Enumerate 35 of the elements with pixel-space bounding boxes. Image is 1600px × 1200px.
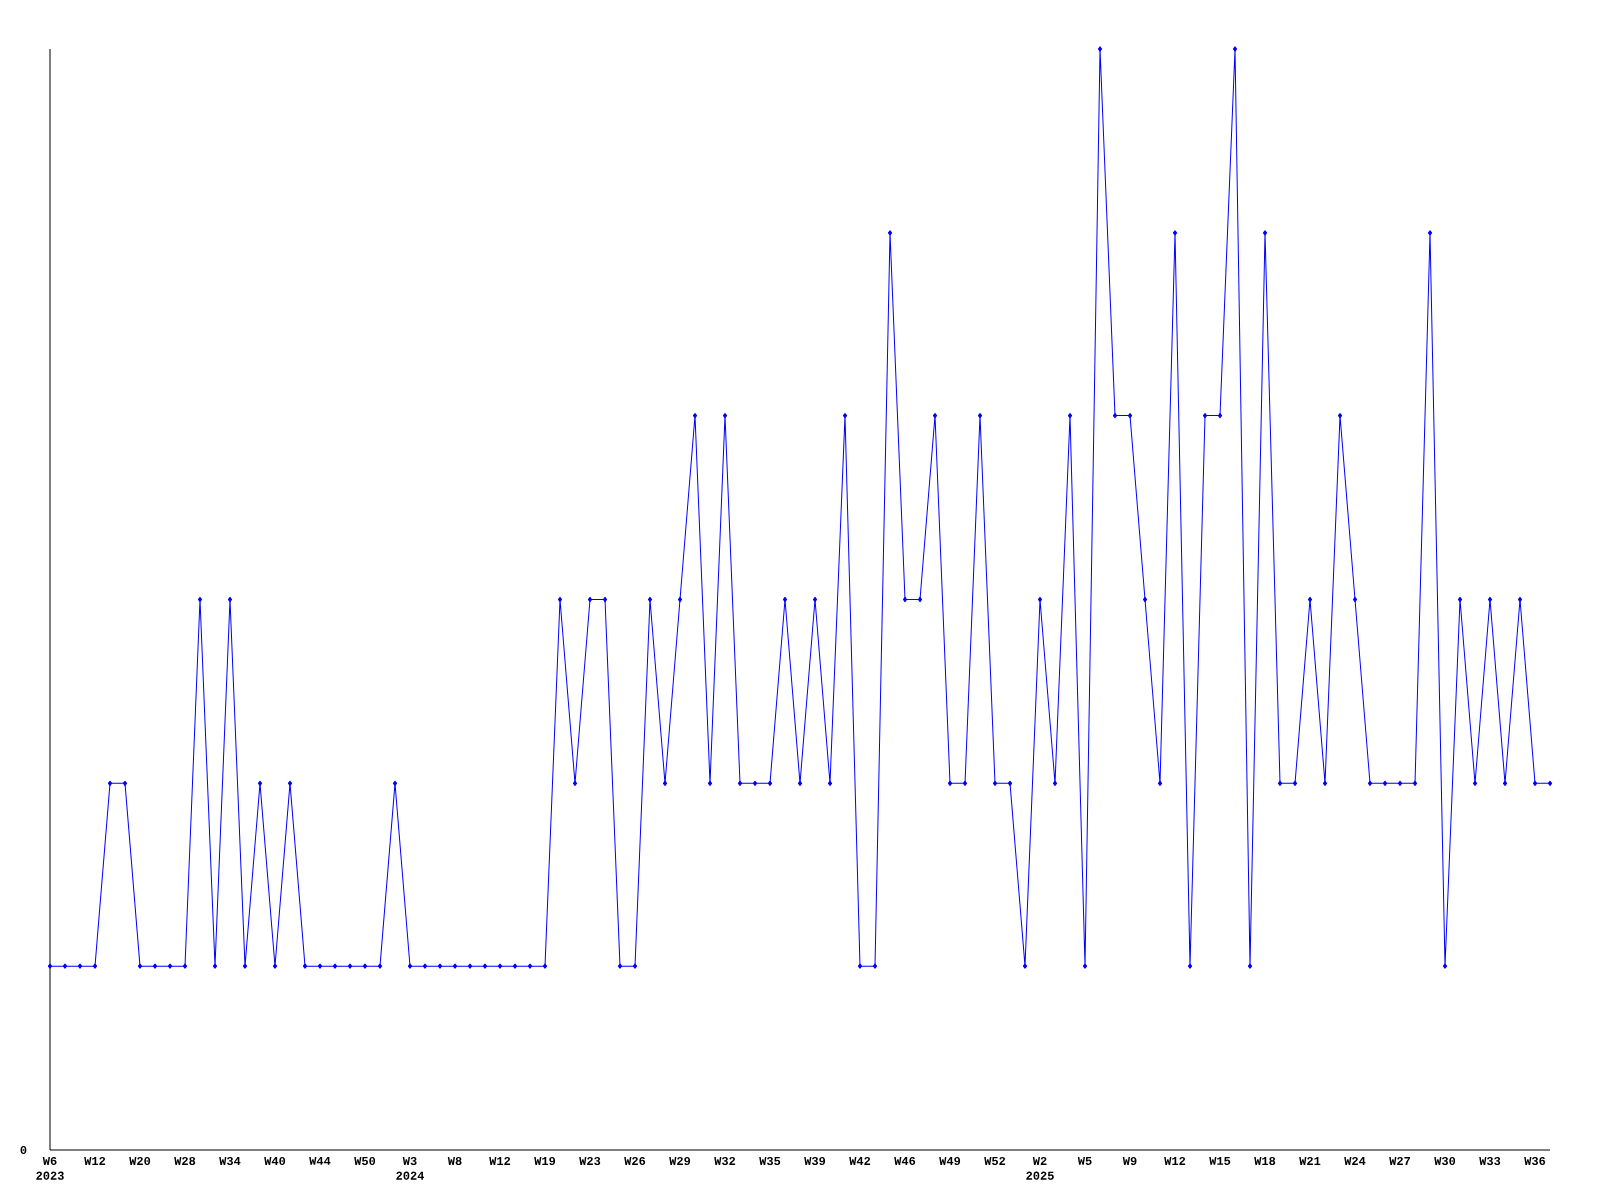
x-tick-label: W15 (1209, 1156, 1231, 1165)
x-tick-label: W12 (1164, 1156, 1186, 1165)
x-tick-label: W34 (219, 1156, 241, 1166)
text: 0 (20, 1145, 27, 1155)
x-tick-label: W21 (1299, 1156, 1321, 1165)
x-tick-label: W9 (1122, 1156, 1137, 1166)
x-tick-label: W50 (354, 1156, 376, 1166)
x-tick-label: W3 2024 (396, 1156, 425, 1180)
x-tick-label: W49 (939, 1156, 961, 1166)
x-tick-label: W6 2023 (36, 1156, 64, 1180)
x-tick-label: W40 (264, 1156, 286, 1166)
x-tick-label: W39 (804, 1156, 826, 1166)
x-tick-label: W46 (894, 1156, 916, 1166)
x-tick-label: W44 (309, 1156, 331, 1165)
x-tick-label: W23 (579, 1156, 601, 1166)
x-tick-label: W24 (1344, 1156, 1366, 1165)
x-tick-label: W33 (1479, 1156, 1501, 1166)
x-tick-label: W52 (984, 1156, 1006, 1166)
x-tick-label: W8 (447, 1156, 462, 1166)
x-tick-label: W19 (534, 1156, 556, 1166)
x-tick-label: W18 (1254, 1156, 1276, 1166)
x-tick-label: W32 (714, 1156, 736, 1166)
x-tick-label: W30 (1434, 1156, 1456, 1166)
x-tick-label: W27 (1389, 1156, 1411, 1165)
x-tick-label: W28 (174, 1156, 196, 1166)
x-tick-label: W26 (624, 1156, 646, 1166)
x-tick-label: W20 (129, 1156, 151, 1166)
x-tick-label: W2 2025 (1026, 1156, 1054, 1180)
x-tick-label: W12 (84, 1156, 106, 1165)
x-tick-label: W35 (759, 1156, 781, 1166)
x-tick-label: W36 (1524, 1156, 1546, 1166)
x-tick-label: W12 (489, 1156, 511, 1165)
x-tick-label: W29 (669, 1156, 691, 1166)
x-tick-label: W42 (849, 1156, 871, 1165)
x-tick-label: W5 (1077, 1156, 1092, 1165)
